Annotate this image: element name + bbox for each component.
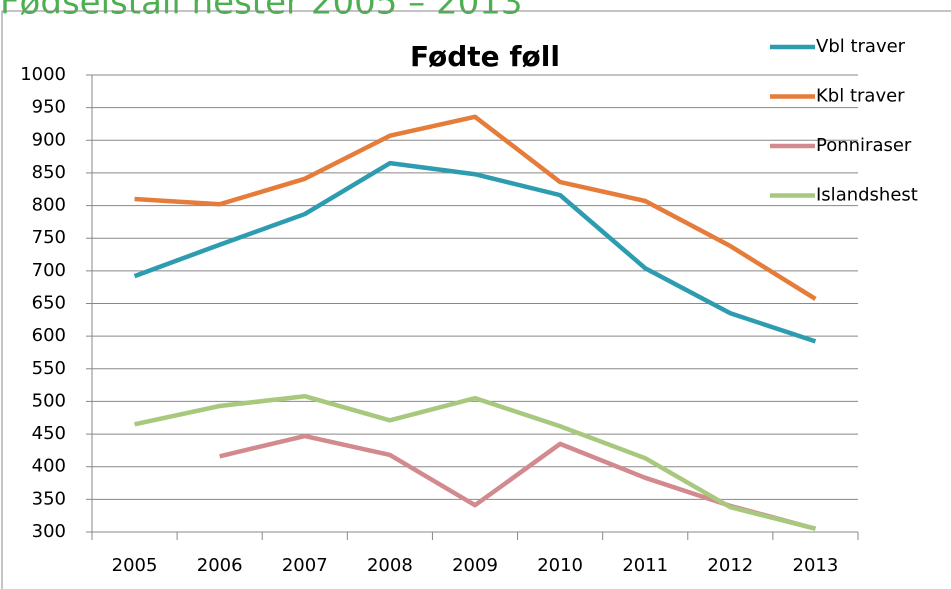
series-line bbox=[133, 160, 817, 344]
legend-label: Ponniraser bbox=[816, 135, 912, 156]
x-tick-label: 2009 bbox=[452, 555, 498, 576]
y-tick-label: 950 bbox=[32, 97, 66, 118]
y-tick-label: 550 bbox=[32, 358, 66, 379]
y-tick-label: 850 bbox=[32, 162, 66, 183]
series-line bbox=[134, 114, 817, 301]
x-tick-label: 2007 bbox=[282, 555, 328, 576]
series-line bbox=[219, 433, 817, 531]
y-tick-label: 750 bbox=[32, 227, 66, 248]
x-tick-label: 2012 bbox=[707, 555, 753, 576]
legend-label: Kbl traver bbox=[816, 86, 905, 107]
y-tick-label: 650 bbox=[32, 293, 66, 314]
y-tick-label: 900 bbox=[32, 129, 66, 150]
chart-title: Fødte føll bbox=[410, 40, 560, 73]
x-tick-label: 2006 bbox=[197, 555, 243, 576]
legend-label: Islandshest bbox=[816, 185, 918, 206]
x-tick-label: 2013 bbox=[793, 555, 839, 576]
x-tick-label: 2011 bbox=[622, 555, 668, 576]
x-tick-label: 2005 bbox=[112, 555, 158, 576]
x-tick-label: 2010 bbox=[537, 555, 583, 576]
x-tick-label: 2008 bbox=[367, 555, 413, 576]
y-tick-label: 700 bbox=[32, 260, 66, 281]
series-line bbox=[134, 393, 816, 531]
y-tick-label: 450 bbox=[32, 423, 66, 444]
y-tick-label: 400 bbox=[32, 456, 66, 477]
y-tick-label: 1000 bbox=[20, 64, 66, 85]
legend-label: Vbl traver bbox=[816, 36, 906, 57]
y-tick-label: 350 bbox=[32, 488, 66, 509]
y-tick-label: 800 bbox=[32, 195, 66, 216]
y-tick-label: 300 bbox=[32, 521, 66, 542]
y-tick-label: 600 bbox=[32, 325, 66, 346]
y-tick-label: 500 bbox=[32, 390, 66, 411]
